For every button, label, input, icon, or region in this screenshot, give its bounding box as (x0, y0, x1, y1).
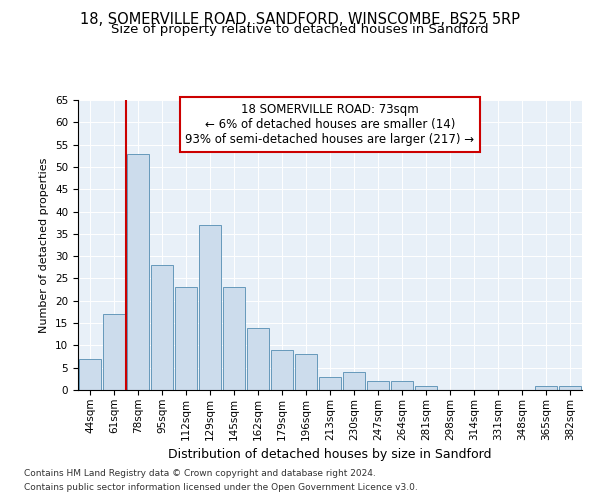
Bar (559, 386, 581, 390)
Bar (79, 359, 101, 390)
Bar (391, 381, 413, 390)
Bar (151, 265, 173, 390)
Text: Size of property relative to detached houses in Sandford: Size of property relative to detached ho… (111, 22, 489, 36)
Bar (535, 386, 557, 390)
Text: 18, SOMERVILLE ROAD, SANDFORD, WINSCOMBE, BS25 5RP: 18, SOMERVILLE ROAD, SANDFORD, WINSCOMBE… (80, 12, 520, 28)
Bar (319, 376, 341, 390)
Text: 18 SOMERVILLE ROAD: 73sqm
← 6% of detached houses are smaller (14)
93% of semi-d: 18 SOMERVILLE ROAD: 73sqm ← 6% of detach… (185, 103, 475, 146)
Bar (295, 354, 317, 390)
Bar (103, 314, 125, 390)
Text: Contains HM Land Registry data © Crown copyright and database right 2024.: Contains HM Land Registry data © Crown c… (24, 468, 376, 477)
Bar (343, 372, 365, 390)
Y-axis label: Number of detached properties: Number of detached properties (40, 158, 49, 332)
X-axis label: Distribution of detached houses by size in Sandford: Distribution of detached houses by size … (168, 448, 492, 461)
Text: Contains public sector information licensed under the Open Government Licence v3: Contains public sector information licen… (24, 484, 418, 492)
Bar (415, 386, 437, 390)
Bar (199, 225, 221, 390)
Bar (223, 288, 245, 390)
Bar (367, 381, 389, 390)
Bar (175, 288, 197, 390)
Bar (127, 154, 149, 390)
Bar (247, 328, 269, 390)
Bar (271, 350, 293, 390)
